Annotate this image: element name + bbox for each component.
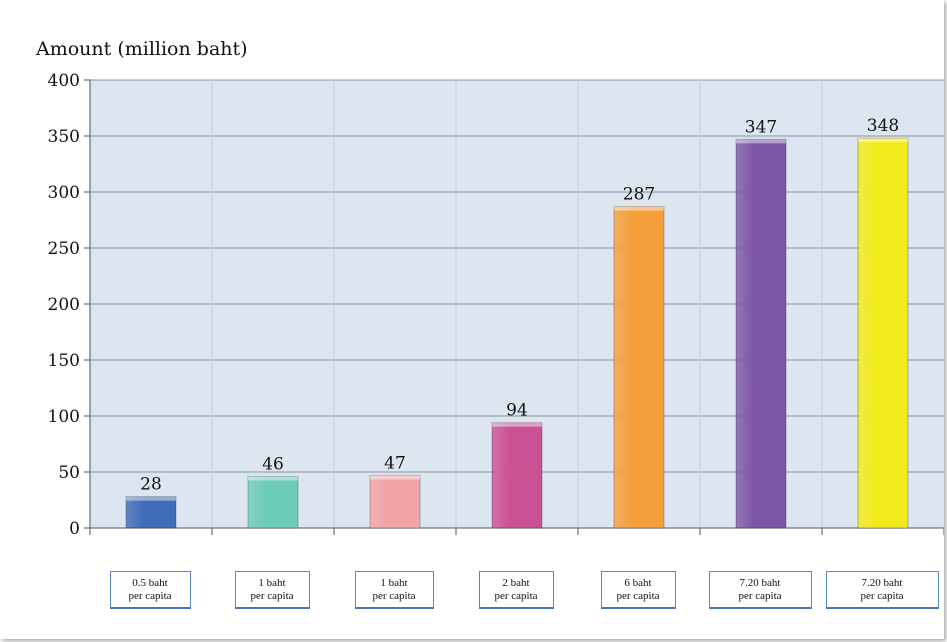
bar <box>613 206 665 529</box>
category-label-line: 2 baht <box>502 576 530 589</box>
category-label-line: per capita <box>494 589 538 602</box>
bar <box>125 496 177 529</box>
data-label: 94 <box>506 401 528 421</box>
y-tick-label: 350 <box>48 127 80 147</box>
category-label: 7.20 baht per capita <box>825 571 939 609</box>
data-label: 47 <box>384 453 406 473</box>
data-labels: 28 46 47 94 287 347 348 <box>140 116 899 494</box>
y-tick-label: 250 <box>48 239 80 259</box>
y-tick-label: 50 <box>58 463 80 483</box>
category-label: 7.20 baht per capita <box>708 571 812 609</box>
category-label: 1 baht per capita <box>234 571 310 609</box>
category-label-line: 7.20 baht <box>861 576 903 589</box>
category-label-line: per capita <box>250 589 294 602</box>
category-label-line: per capita <box>738 589 782 602</box>
bar-highlight <box>858 138 908 143</box>
bar-highlight <box>126 496 176 501</box>
y-tick-label: 200 <box>48 295 80 315</box>
y-tick-labels: 0 50 100 150 200 250 300 350 400 <box>48 71 80 539</box>
y-tick-label: 400 <box>48 71 80 91</box>
category-label-line: per capita <box>860 589 904 602</box>
bar-highlight <box>248 476 298 481</box>
bar <box>491 422 543 529</box>
bar <box>735 138 787 529</box>
category-label-line: 0.5 baht <box>132 576 168 589</box>
y-tick-label: 150 <box>48 351 80 371</box>
data-label: 348 <box>867 116 899 136</box>
category-label-line: per capita <box>128 589 172 602</box>
category-label-line: 1 baht <box>380 576 408 589</box>
gridlines <box>90 79 944 528</box>
data-label: 347 <box>745 117 777 137</box>
category-label-line: 1 baht <box>258 576 286 589</box>
data-label: 28 <box>140 475 162 495</box>
bar <box>369 474 421 529</box>
bar <box>247 475 299 529</box>
bar-highlight <box>370 475 420 480</box>
bar-highlight <box>736 139 786 144</box>
category-label: 0.5 baht per capita <box>109 571 191 609</box>
y-tick-label: 100 <box>48 407 80 427</box>
category-label: 2 baht per capita <box>478 571 554 609</box>
category-label-line: per capita <box>616 589 660 602</box>
category-label-line: per capita <box>372 589 416 602</box>
y-axis-label: Amount (million baht) <box>35 38 248 60</box>
y-tick-label: 0 <box>69 519 80 539</box>
data-label: 287 <box>623 185 655 205</box>
category-label: 6 baht per capita <box>600 571 676 609</box>
bar-highlight <box>492 422 542 427</box>
category-label-line: 6 baht <box>624 576 652 589</box>
data-label: 46 <box>262 454 284 474</box>
bar-highlight <box>614 206 664 211</box>
bars <box>125 137 909 529</box>
bar <box>857 137 909 529</box>
category-label: 1 baht per capita <box>354 571 434 609</box>
category-label-line: 7.20 baht <box>739 576 781 589</box>
y-tick-label: 300 <box>48 183 80 203</box>
